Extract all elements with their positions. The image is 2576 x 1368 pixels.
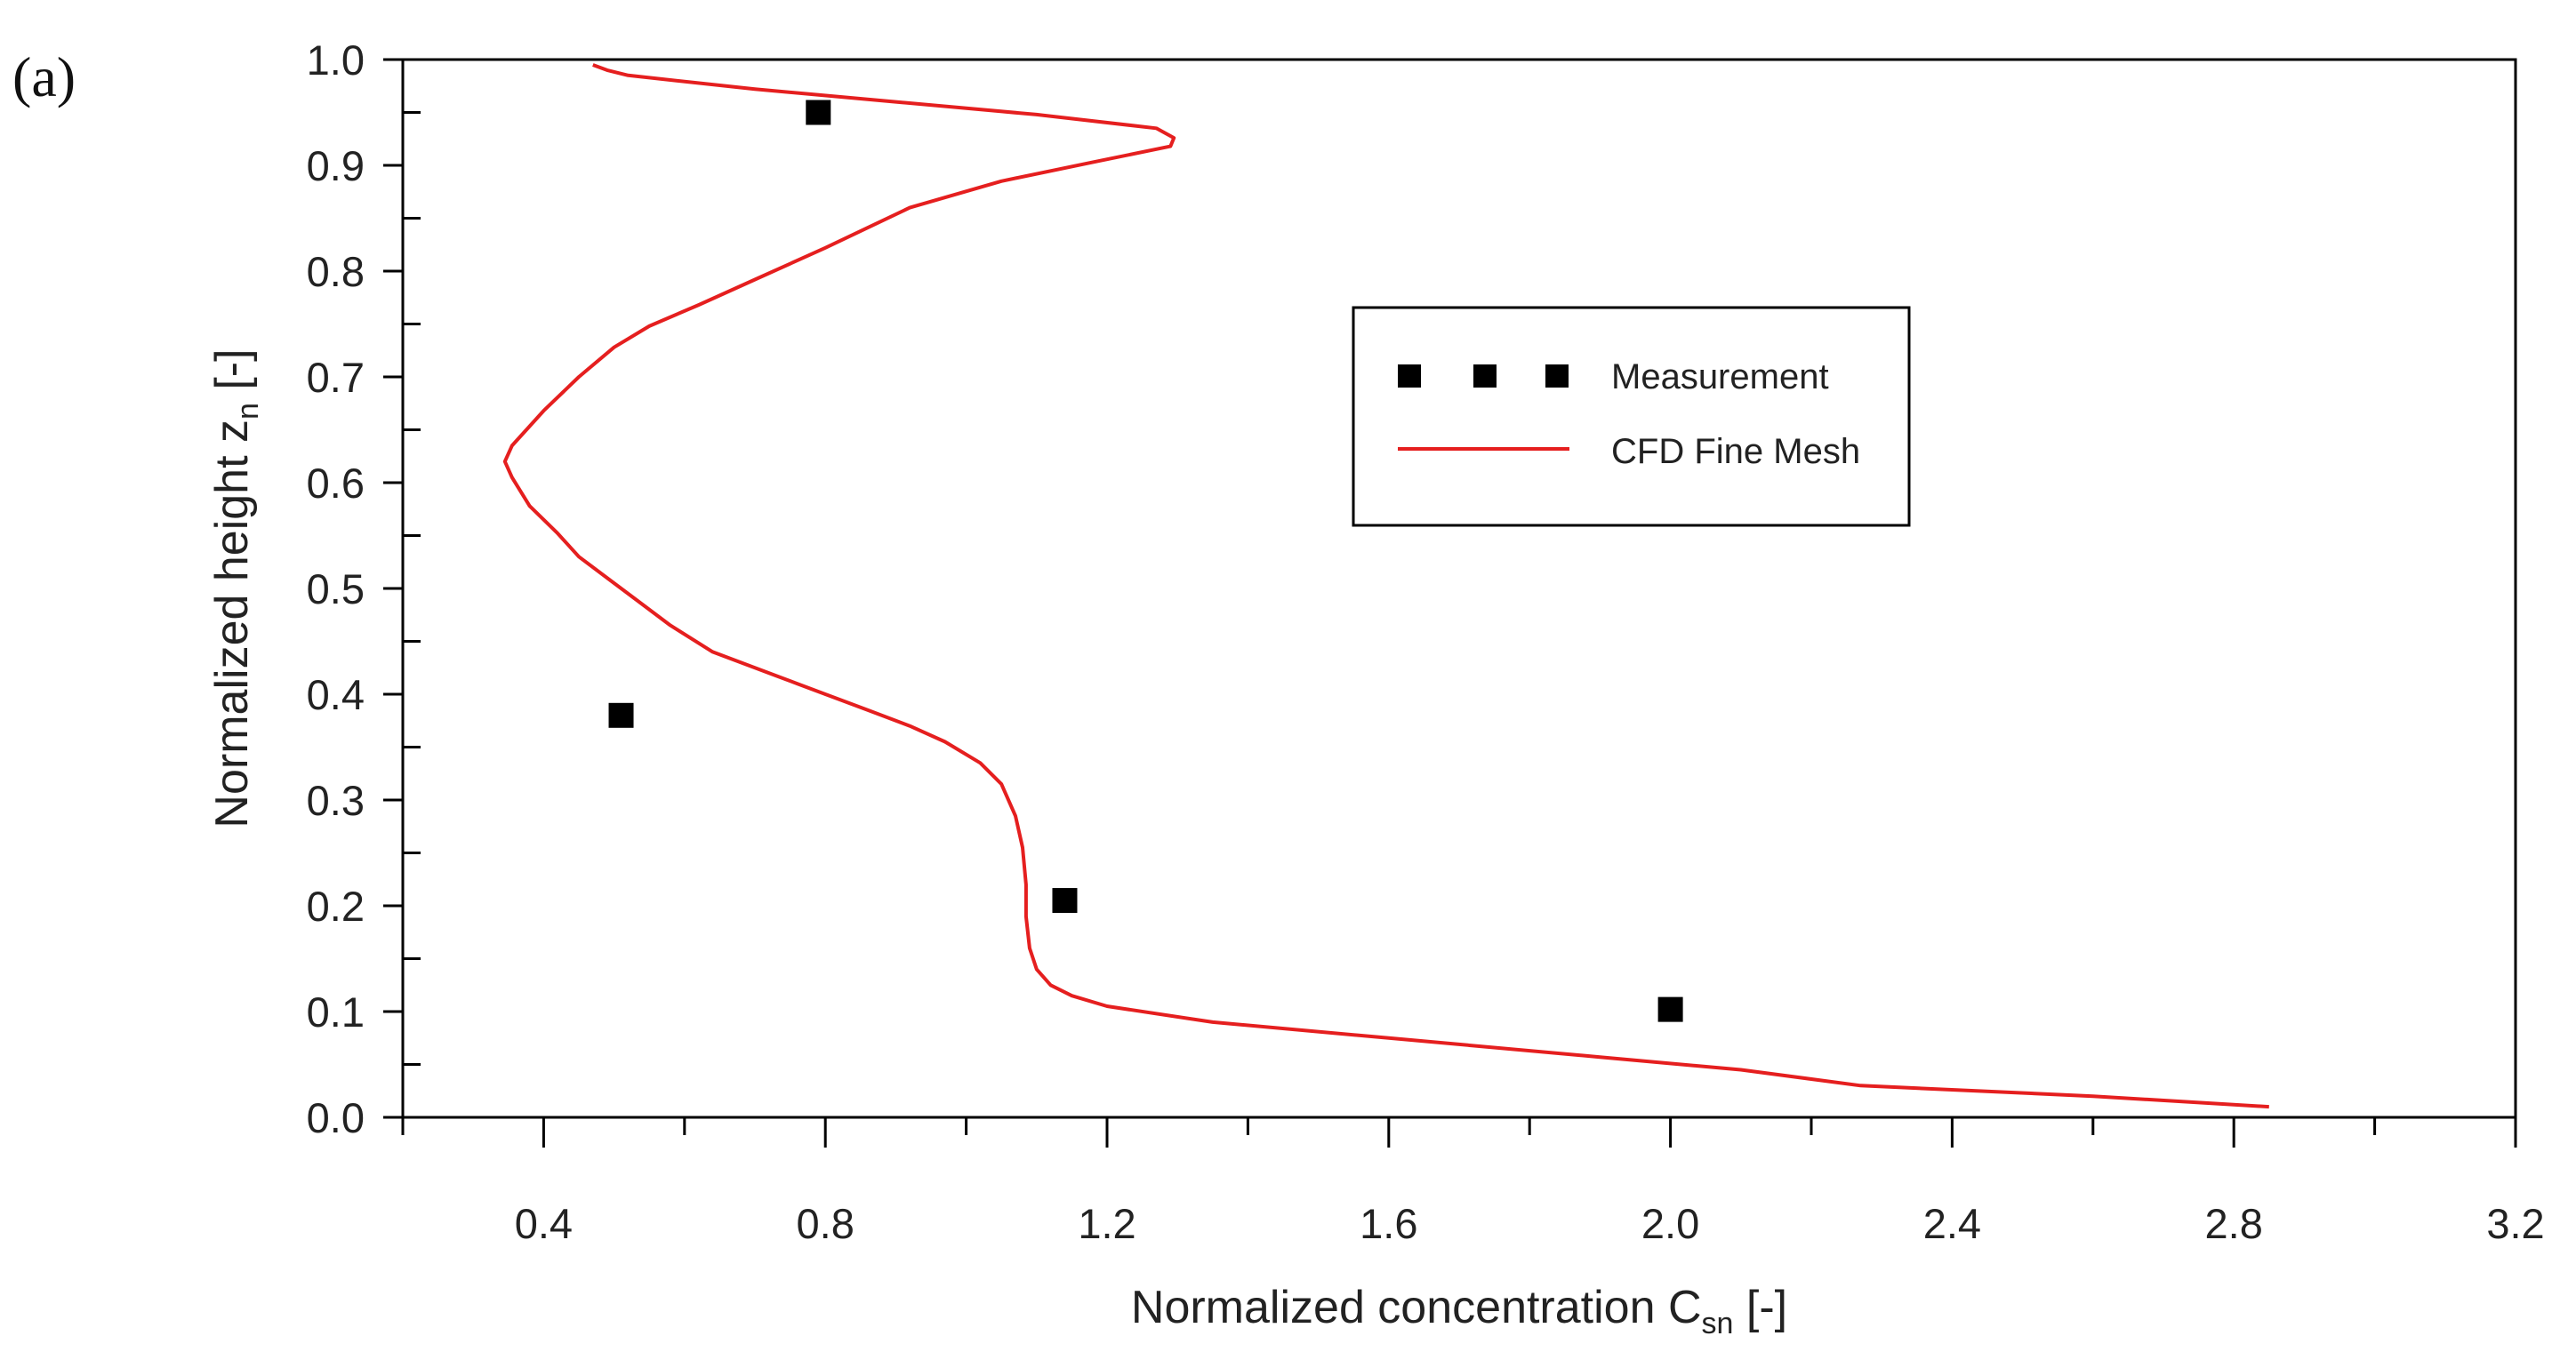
x-tick-label: 1.6	[1360, 1200, 1417, 1247]
y-tick-label: 0.5	[307, 565, 365, 612]
legend-label-measurement: Measurement	[1611, 357, 1829, 396]
legend-marker-measurement-3	[1545, 364, 1569, 388]
x-tick-label: 0.8	[797, 1200, 855, 1247]
x-axis-title-main: Normalized concentration C	[1131, 1282, 1702, 1333]
y-tick-label: 0.6	[307, 460, 365, 507]
y-axis: 0.0 0.1 0.2 0.3 0.4 0.5 0.6 0.7 0.8 0.9 1.0	[307, 36, 421, 1141]
legend-marker-measurement-2	[1473, 364, 1497, 388]
x-tick-label: 0.4	[515, 1200, 573, 1247]
x-tick-label: 2.4	[1923, 1200, 1981, 1247]
legend: Measurement CFD Fine Mesh	[1352, 306, 1911, 527]
y-tick-label: 0.7	[307, 354, 365, 401]
x-axis-title: Normalized concentration Csn [-]	[1131, 1282, 1787, 1340]
y-axis-title-subscript: n	[231, 403, 265, 420]
panel-label: (a)	[12, 45, 76, 108]
y-axis-title-suffix: [-]	[206, 348, 258, 403]
y-axis-title: Normalized height zn [-]	[206, 348, 265, 828]
x-tick-label: 3.2	[2486, 1200, 2544, 1247]
x-tick-label: 2.8	[2205, 1200, 2263, 1247]
measurement-point	[1052, 888, 1078, 914]
y-tick-label: 0.0	[307, 1094, 365, 1141]
cfd-fine-mesh-line	[502, 63, 2269, 1109]
y-tick-label: 1.0	[307, 36, 365, 84]
plot-frame	[401, 58, 2517, 1119]
measurement-point	[1657, 996, 1683, 1022]
measurement-point	[806, 100, 831, 125]
measurement-point	[608, 702, 634, 728]
legend-marker-measurement-1	[1398, 364, 1421, 388]
y-tick-label: 0.2	[307, 883, 365, 930]
plot-area	[502, 63, 2269, 1109]
y-axis-title-main: Normalized height z	[206, 420, 258, 828]
x-axis-title-suffix: [-]	[1733, 1282, 1787, 1333]
x-tick-label: 1.2	[1078, 1200, 1136, 1247]
legend-box	[1352, 306, 1911, 527]
y-tick-label: 0.8	[307, 248, 365, 295]
x-axis-title-subscript: sn	[1702, 1307, 1734, 1340]
x-axis: 0.4 0.8 1.2 1.6 2.0 2.4 2.8 3.2	[401, 1117, 2545, 1247]
legend-label-cfd: CFD Fine Mesh	[1611, 432, 1860, 471]
y-tick-label: 0.1	[307, 988, 365, 1036]
y-tick-label: 0.4	[307, 671, 365, 718]
x-tick-label: 2.0	[1641, 1200, 1699, 1247]
y-tick-label: 0.3	[307, 777, 365, 824]
y-tick-label: 0.9	[307, 142, 365, 189]
